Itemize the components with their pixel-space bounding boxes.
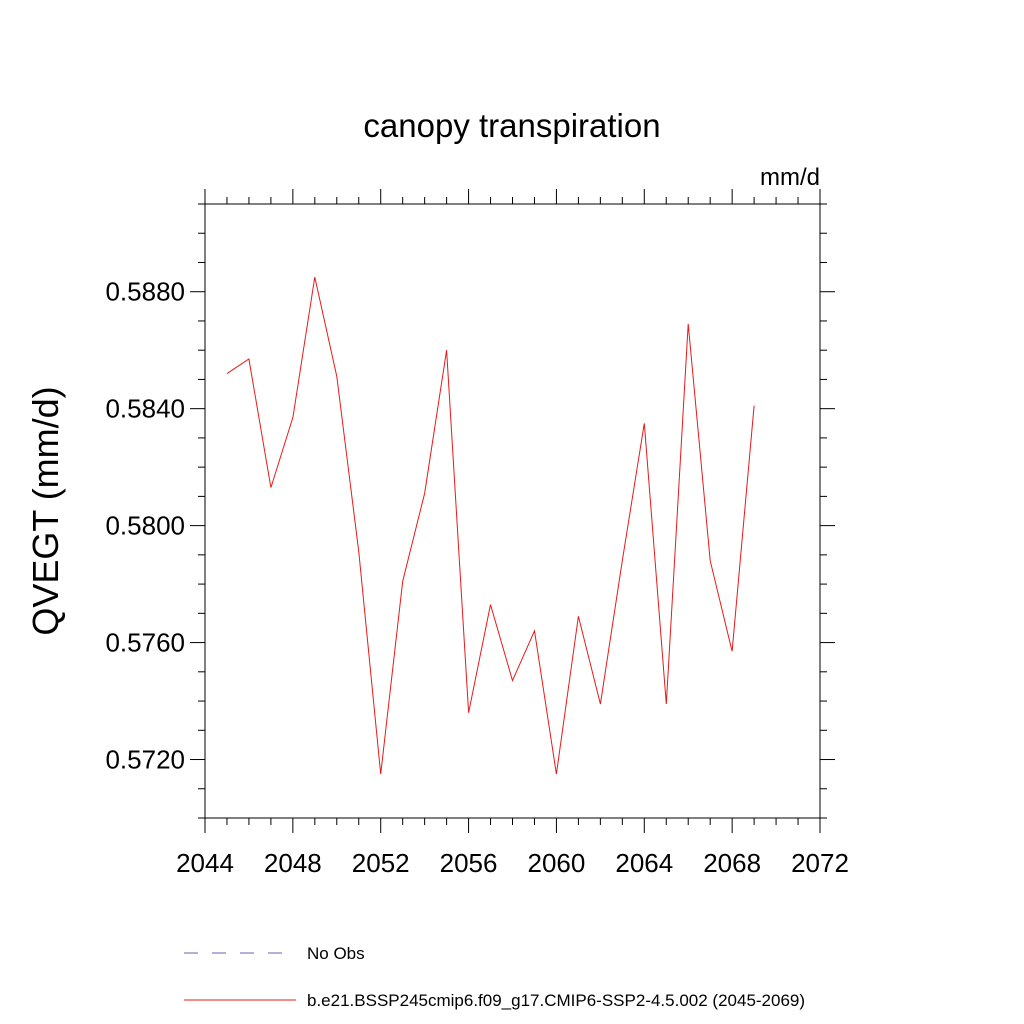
- x-tick-label: 2056: [440, 848, 498, 878]
- y-tick-label: 0.5800: [105, 511, 185, 541]
- x-tick-label: 2060: [528, 848, 586, 878]
- chart-title: canopy transpiration: [363, 107, 660, 144]
- series-layer: [226, 276, 755, 775]
- x-tick-label: 2064: [615, 848, 673, 878]
- x-tick-label: 2072: [791, 848, 849, 878]
- x-tick-label: 2048: [264, 848, 322, 878]
- y-tick-label: 0.5760: [105, 628, 185, 658]
- y-tick-label: 0.5880: [105, 277, 185, 307]
- units-label: mm/d: [760, 164, 820, 191]
- y-tick-label: 0.5720: [105, 745, 185, 775]
- y-axis-label: QVEGT (mm/d): [25, 386, 66, 635]
- plot-frame: [204, 203, 821, 819]
- legend-label-0: No Obs: [307, 944, 365, 963]
- axis-ticks: 2044 2048 2052 2056 2060 2064 2068 2072 0.5720 0.…: [105, 189, 849, 878]
- legend-label-1: b.e21.BSSP245cmip6.f09_g17.CMIP6-SSP2-4.…: [307, 991, 805, 1010]
- x-tick-label: 2052: [352, 848, 410, 878]
- x-tick-label: 2044: [176, 848, 234, 878]
- legend: No Obs b.e21.BSSP245cmip6.f09_g17.CMIP6-S…: [184, 944, 805, 1010]
- series-line-1: [226, 276, 755, 775]
- x-tick-label: 2068: [703, 848, 761, 878]
- y-tick-label: 0.5840: [105, 394, 185, 424]
